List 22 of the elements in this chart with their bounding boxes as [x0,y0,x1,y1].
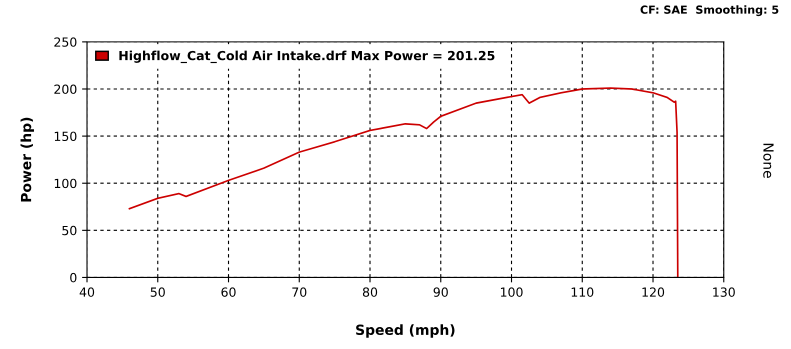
x-tick-label: 90 [434,287,448,297]
x-tick-label: 80 [362,287,378,297]
y2-axis-title: None [763,144,774,178]
x-tick-label: 130 [713,287,735,297]
x-tick-label: 50 [150,287,165,297]
y-tick-label: 250 [54,37,76,47]
x-tick-label: 110 [572,287,594,297]
y-tick-label: 50 [62,226,76,236]
y-tick-label: 200 [54,84,76,94]
text: CF: SAE Smoothing: 5 [640,5,778,16]
y-tick-label: 100 [54,178,76,188]
x-tick-label: 120 [642,287,664,297]
x-tick-label: 100 [500,287,523,297]
y-axis-title: Power (hp) [20,118,34,202]
x-axis-title: Speed (mph) [356,324,454,338]
legend-label: Highflow_Cat_Cold Air Intake.drf Max Power = 201.25 [119,50,494,64]
y-tick-label: 150 [54,132,76,142]
x-tick-label: 40 [80,287,94,297]
line-series [128,87,679,278]
x-tick-label: 60 [221,287,236,297]
x-tick-label: 70 [292,287,306,297]
y-tick-label: 0 [70,272,76,282]
